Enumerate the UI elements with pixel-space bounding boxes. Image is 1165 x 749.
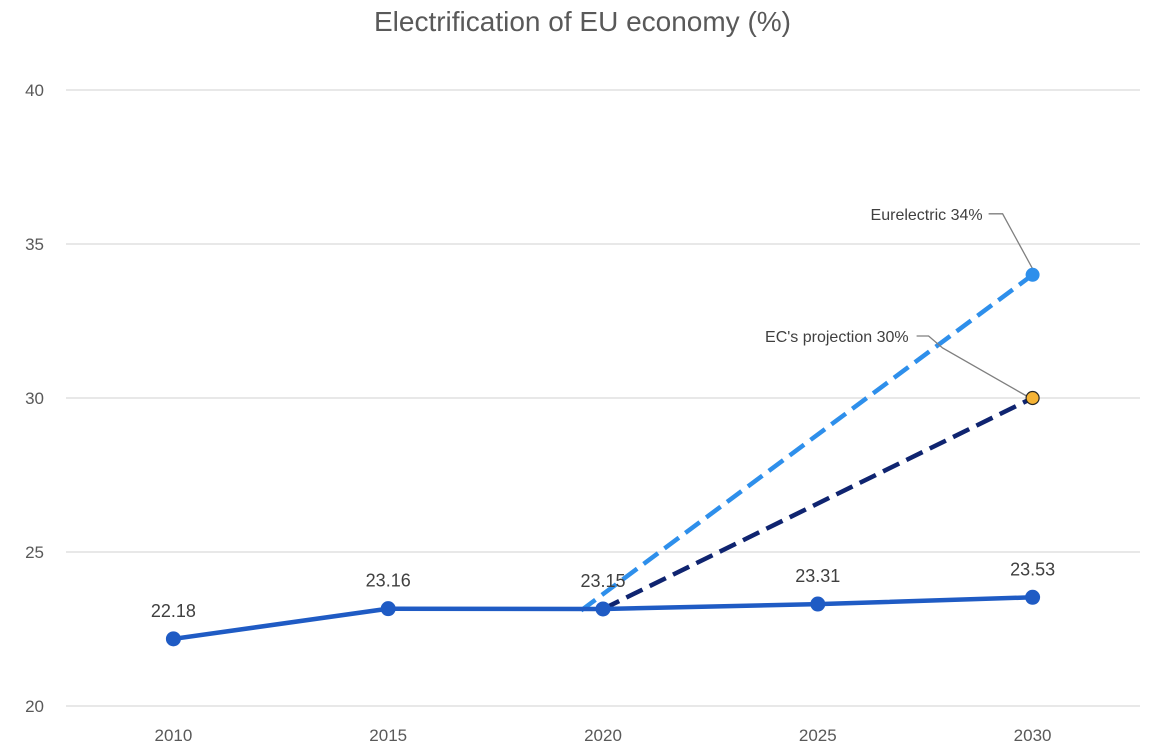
y-tick-label: 35 bbox=[25, 235, 44, 254]
series-line-ec-projection bbox=[602, 395, 1034, 612]
x-tick-label: 2015 bbox=[369, 726, 407, 745]
data-label: 23.15 bbox=[580, 571, 625, 591]
y-tick-label: 25 bbox=[25, 543, 44, 562]
data-point bbox=[165, 631, 181, 647]
data-label: 23.31 bbox=[795, 566, 840, 586]
x-tick-label: 2010 bbox=[154, 726, 192, 745]
x-tick-label: 2020 bbox=[584, 726, 622, 745]
y-tick-label: 30 bbox=[25, 389, 44, 408]
annotation-marker bbox=[1025, 390, 1040, 406]
chart-title: Electrification of EU economy (%) bbox=[373, 6, 792, 37]
annotation-marker bbox=[1025, 267, 1040, 282]
data-label: 23.53 bbox=[1010, 559, 1055, 579]
data-point bbox=[595, 601, 611, 617]
data-point bbox=[810, 596, 826, 612]
y-tick-label: 40 bbox=[25, 81, 44, 100]
x-tick-label: 2030 bbox=[1014, 726, 1052, 745]
series-line-eurelectric bbox=[579, 272, 1034, 613]
data-label: 22.18 bbox=[151, 601, 196, 621]
annotation-label: Eurelectric 34% bbox=[871, 207, 983, 224]
y-tick-label: 20 bbox=[25, 697, 44, 716]
annotation-label: EC's projection 30% bbox=[765, 329, 909, 346]
annotation-leader-line bbox=[988, 213, 1034, 270]
x-tick-label: 2025 bbox=[799, 726, 837, 745]
data-point bbox=[1025, 589, 1041, 605]
data-label: 23.16 bbox=[366, 571, 411, 591]
annotation-leader-line bbox=[916, 335, 1027, 397]
data-point bbox=[380, 601, 396, 617]
